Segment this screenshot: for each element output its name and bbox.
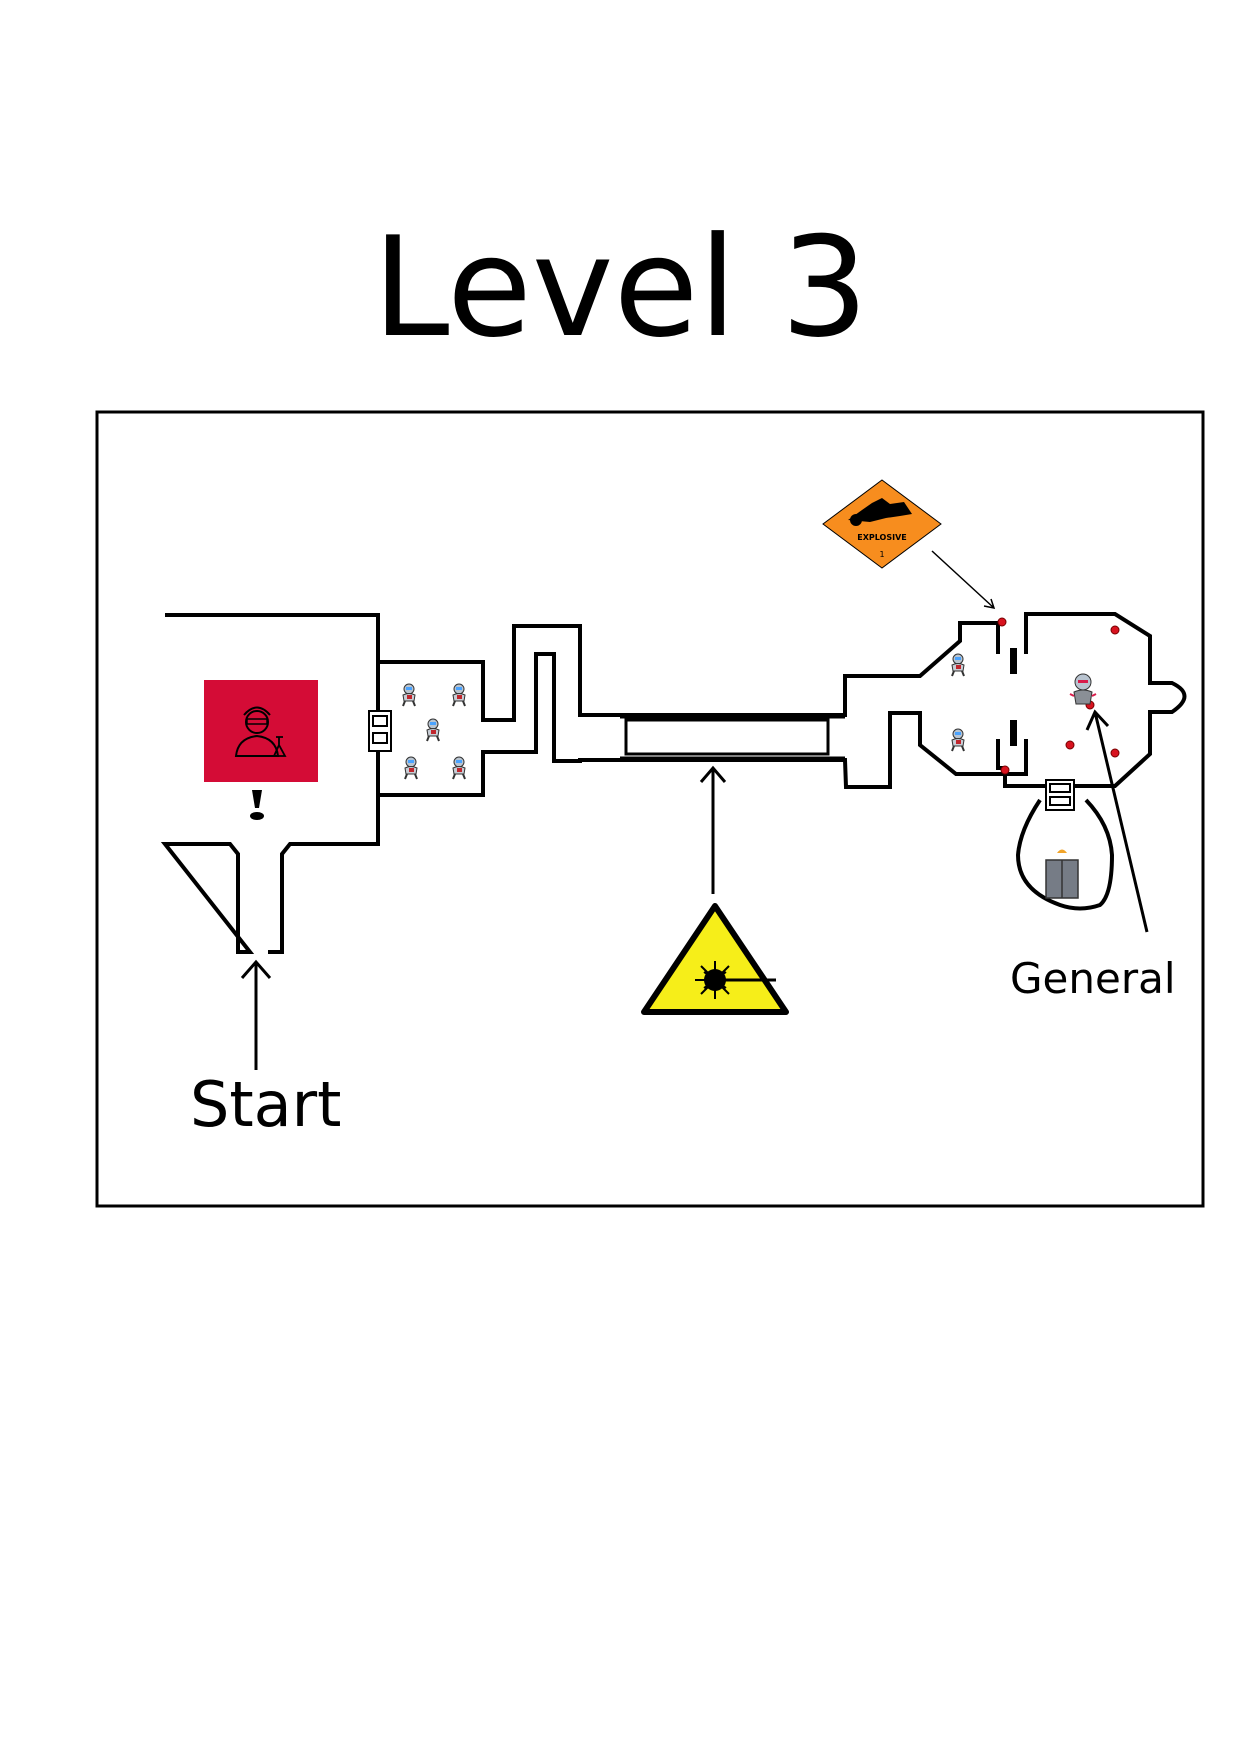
explosive-charge-icon [1000, 765, 1010, 775]
security-door-icon [368, 710, 392, 752]
laser-arrow [699, 765, 727, 894]
door-post [1010, 720, 1017, 746]
explosive-charge-icon [997, 617, 1007, 627]
guard-robot-icon [950, 727, 966, 753]
page-title: Level 3 [372, 207, 869, 368]
explosive-charge-icon [1110, 625, 1120, 635]
guard-robot-icon [425, 717, 441, 743]
explosive-sign-class: 1 [879, 550, 884, 559]
explosive-charge-icon [1065, 740, 1075, 750]
door-post [1010, 648, 1017, 674]
start-arrow [240, 959, 272, 1070]
elevator-room [1015, 798, 1115, 911]
explosive-arrow [931, 550, 996, 609]
laser-corridor [620, 715, 845, 760]
explosive-charge-icon [1110, 748, 1120, 758]
guard-robot-icon [950, 652, 966, 678]
laser-warning-icon [641, 903, 789, 1015]
alert-exclamation-icon [250, 790, 264, 820]
general-arrow [1085, 709, 1149, 933]
scientist-icon [204, 680, 318, 782]
guard-robot-icon [403, 755, 419, 781]
security-door-icon [1045, 779, 1075, 811]
start-room [160, 613, 380, 954]
explosive-sign-text: EXPLOSIVE [857, 533, 907, 542]
guard-robot-icon [451, 682, 467, 708]
general-label: General [1010, 954, 1176, 1003]
map-frame [95, 410, 1205, 1208]
guard-robot-icon [401, 682, 417, 708]
guard-robot-icon [451, 755, 467, 781]
guard-room [378, 612, 1187, 797]
elevator-icon [1045, 849, 1079, 899]
explosive-sign-icon: EXPLOSIVE 1 [822, 479, 942, 569]
start-label: Start [190, 1068, 342, 1141]
general-boss-icon [1069, 673, 1097, 705]
